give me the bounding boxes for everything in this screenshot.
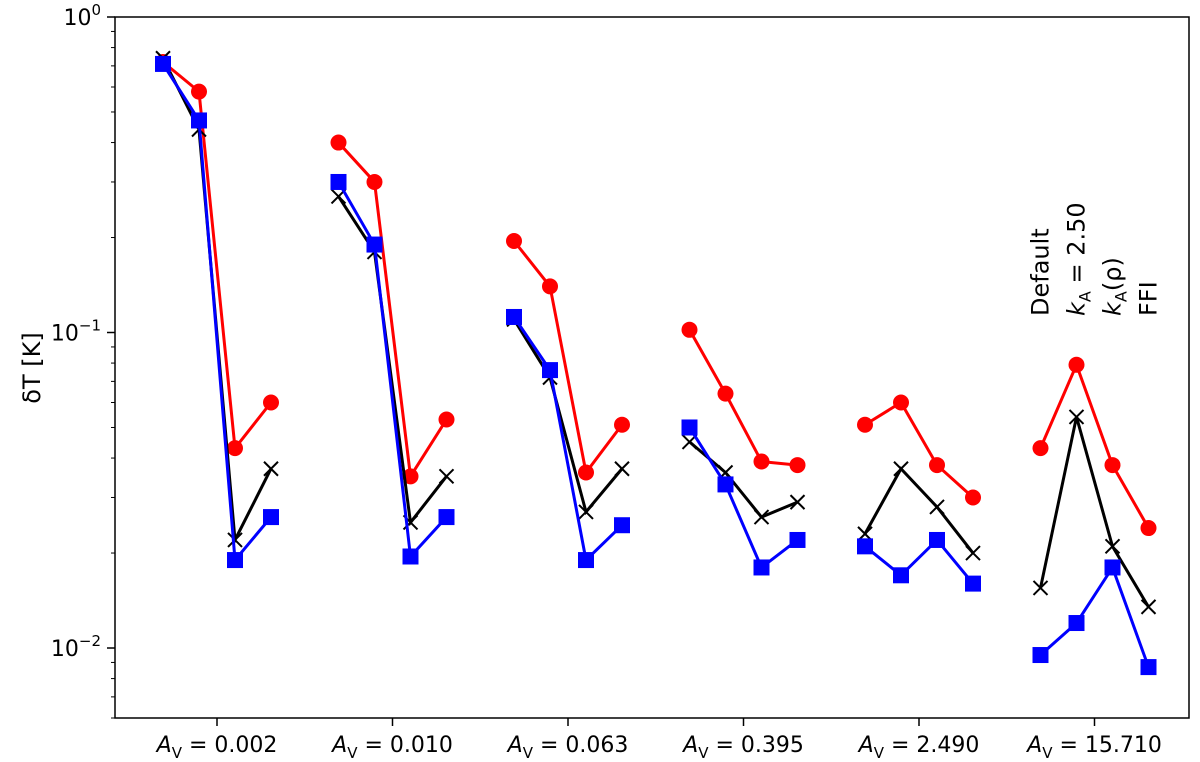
data-point bbox=[1068, 356, 1085, 373]
data-point bbox=[263, 509, 279, 526]
data-point bbox=[965, 545, 981, 561]
data-point bbox=[753, 559, 770, 576]
data-point bbox=[614, 416, 630, 433]
data-point bbox=[366, 236, 383, 253]
series-line bbox=[864, 537, 975, 585]
data-point bbox=[227, 552, 243, 569]
data-point bbox=[681, 321, 698, 338]
data-point bbox=[1068, 409, 1085, 425]
x-tick-label: AV = 0.063 bbox=[506, 733, 629, 762]
group-labels: AV = 0.002 AV = 0.010 AV = 0.063 AV = 0.395… bbox=[155, 718, 1162, 762]
data-point bbox=[438, 509, 455, 526]
series-line bbox=[512, 240, 624, 477]
data-point bbox=[1140, 520, 1157, 537]
data-point bbox=[227, 440, 243, 457]
x-tick-label: AV = 2.490 bbox=[857, 733, 980, 762]
data-point bbox=[1032, 647, 1049, 664]
data-point bbox=[155, 55, 171, 72]
series-line bbox=[688, 329, 798, 467]
data-point bbox=[1068, 615, 1085, 632]
data-point bbox=[506, 308, 522, 325]
data-point bbox=[789, 531, 806, 548]
data-point bbox=[929, 531, 945, 548]
data-point bbox=[857, 416, 873, 433]
series-line bbox=[161, 63, 273, 564]
data-point bbox=[1104, 457, 1121, 474]
data-point bbox=[438, 411, 455, 428]
data-point bbox=[191, 112, 207, 129]
data-point bbox=[614, 517, 630, 534]
data-point bbox=[1104, 538, 1121, 555]
series-line bbox=[337, 181, 448, 560]
data-point bbox=[614, 461, 630, 477]
data-point bbox=[717, 476, 734, 493]
data-point bbox=[542, 278, 558, 295]
data-point bbox=[1140, 659, 1157, 676]
data-point bbox=[929, 457, 945, 474]
legend-entry: FFI bbox=[1135, 281, 1163, 316]
legend-entry: kA(ρ) bbox=[1099, 257, 1131, 316]
data-point bbox=[1032, 580, 1049, 596]
data-point bbox=[330, 134, 347, 151]
legend-entry: Default bbox=[1027, 228, 1055, 316]
data-point bbox=[893, 394, 909, 411]
data-point bbox=[1140, 599, 1157, 615]
data-point bbox=[438, 468, 455, 485]
data-point bbox=[893, 461, 909, 477]
data-point bbox=[789, 457, 806, 474]
data-point bbox=[753, 509, 770, 525]
data-point bbox=[578, 504, 594, 520]
data-point bbox=[330, 173, 347, 190]
data-point bbox=[717, 385, 734, 402]
series-line bbox=[337, 141, 448, 481]
y-axis-label: δT [K] bbox=[18, 332, 46, 403]
y-minor-ticks bbox=[111, 30, 115, 719]
data-point bbox=[753, 453, 770, 470]
data-point bbox=[578, 552, 594, 569]
x-tick-label: AV = 15.710 bbox=[1025, 733, 1162, 762]
y-tick-label: 10−1 bbox=[51, 317, 101, 347]
series-line bbox=[337, 195, 448, 527]
x-tick-label: AV = 0.395 bbox=[681, 733, 804, 762]
data-point bbox=[542, 362, 558, 379]
data-point bbox=[263, 461, 279, 477]
data-point bbox=[1032, 440, 1049, 457]
data-point bbox=[402, 468, 419, 485]
series-line bbox=[512, 318, 624, 516]
legend-entry: kA = 2.50 bbox=[1063, 202, 1095, 316]
data-point bbox=[789, 494, 806, 510]
data-point bbox=[366, 173, 383, 190]
data-point bbox=[965, 489, 981, 506]
series-layer bbox=[155, 50, 1157, 676]
series-line bbox=[688, 426, 799, 570]
series-line bbox=[1039, 360, 1150, 529]
data-point bbox=[227, 532, 243, 548]
series-line bbox=[864, 400, 975, 499]
series-line bbox=[1039, 564, 1150, 668]
data-point bbox=[965, 575, 981, 592]
series-line bbox=[863, 466, 975, 554]
data-point bbox=[578, 464, 594, 481]
data-point bbox=[191, 83, 207, 100]
data-point bbox=[893, 567, 909, 584]
y-major-ticks: 10−2 10−1 100 bbox=[51, 1, 115, 662]
data-point bbox=[1104, 559, 1121, 576]
data-point bbox=[506, 232, 522, 249]
x-tick-label: AV = 0.002 bbox=[155, 733, 278, 762]
data-point bbox=[929, 499, 945, 515]
series-line bbox=[512, 316, 624, 564]
data-point bbox=[857, 538, 873, 555]
y-tick-label: 100 bbox=[63, 1, 101, 31]
plot-area bbox=[114, 16, 1190, 719]
data-point bbox=[402, 548, 419, 565]
series-square bbox=[155, 55, 1157, 676]
y-tick-label: 10−2 bbox=[51, 632, 101, 662]
data-point bbox=[263, 394, 279, 411]
series-line bbox=[1039, 416, 1150, 608]
x-tick-label: AV = 0.010 bbox=[330, 733, 453, 762]
series-line bbox=[162, 60, 273, 452]
data-point bbox=[681, 419, 698, 436]
